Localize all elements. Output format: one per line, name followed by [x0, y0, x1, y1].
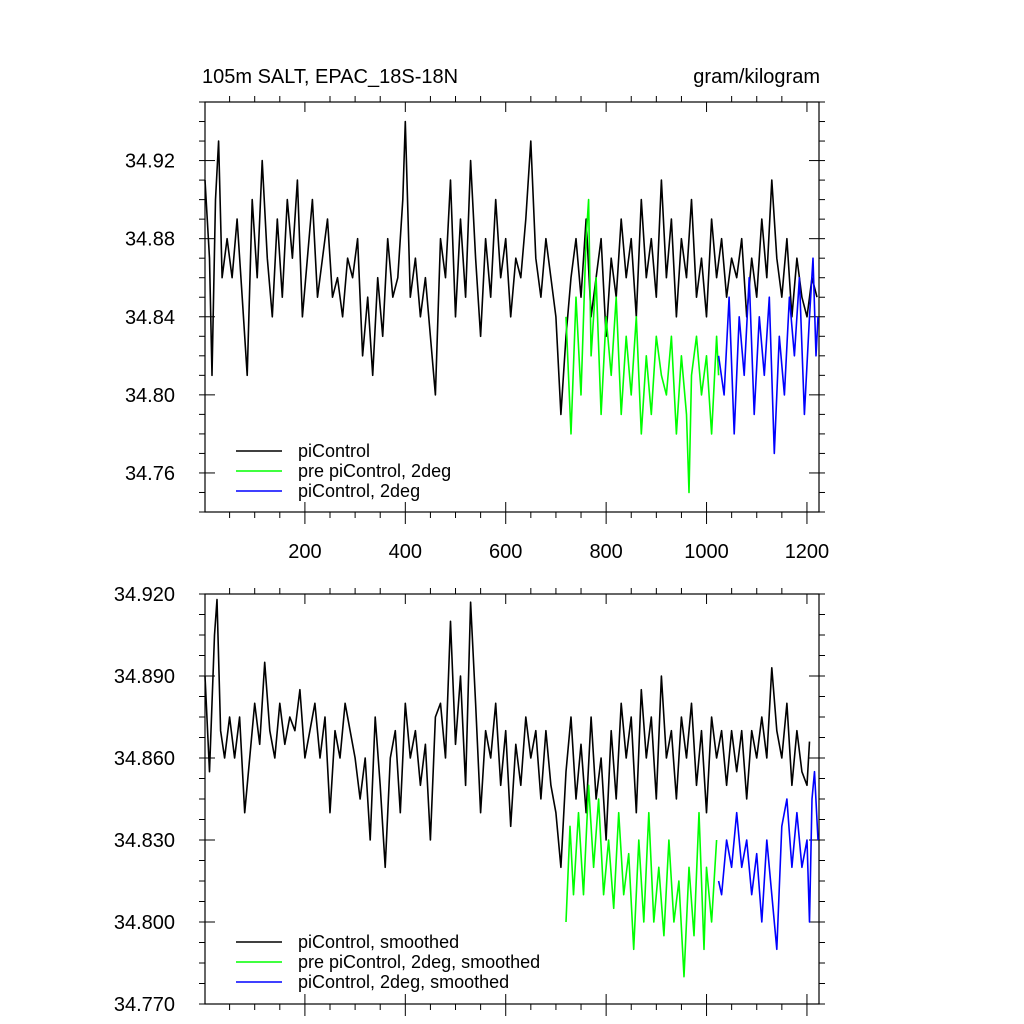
units-label: gram/kilogram [693, 66, 820, 88]
legend-label: pre piControl, 2deg [298, 461, 451, 481]
legend-label: piControl, 2deg, smoothed [298, 972, 509, 992]
series-line-1 [565, 198, 720, 494]
y-tick-label: 34.830 [114, 830, 175, 852]
y-tick-label: 34.84 [125, 307, 175, 329]
x-tick-label: 1200 [785, 541, 830, 563]
x-tick-label: 400 [389, 541, 422, 563]
series-line-2 [717, 257, 819, 455]
y-tick-label: 34.770 [114, 994, 175, 1016]
y-tick-label: 34.80 [125, 385, 175, 407]
x-tick-label: 1000 [684, 541, 729, 563]
y-tick-label: 34.88 [125, 229, 175, 251]
top-panel-x-tick-labels: 200 400 600 800 1000 1200 [288, 541, 829, 563]
y-tick-label: 34.920 [114, 584, 175, 606]
y-tick-label: 34.92 [125, 151, 175, 173]
top-panel-y-tick-labels: 34.76 34.80 34.84 34.88 34.92 [125, 151, 175, 485]
y-tick-label: 34.890 [114, 666, 175, 688]
x-tick-label: 600 [489, 541, 522, 563]
series-line-0 [204, 120, 818, 416]
y-tick-label: 34.800 [114, 912, 175, 934]
chart-title: 105m SALT, EPAC_18S-18N [202, 66, 458, 88]
legend-label: piControl, 2deg [298, 481, 420, 501]
x-tick-label: 800 [589, 541, 622, 563]
y-tick-label: 34.860 [114, 748, 175, 770]
bottom-panel-y-tick-labels: 34.770 34.800 34.830 34.860 34.890 34.920 [114, 584, 175, 1016]
series-line-2 [717, 770, 819, 951]
x-tick-label: 200 [288, 541, 321, 563]
top-panel: 200 400 600 800 1000 1200 34.76 34.80 34.84 34.8… [125, 96, 829, 563]
bottom-panel: 34.770 34.800 34.830 34.860 34.890 34.920 piC… [114, 584, 825, 1016]
legend-label: piControl [298, 441, 370, 461]
series-line-0 [204, 598, 811, 869]
top-panel-frame [204, 101, 820, 513]
legend-label: pre piControl, 2deg, smoothed [298, 952, 540, 972]
bottom-panel-series [204, 598, 819, 978]
top-panel-series [204, 120, 819, 494]
legend-label: piControl, smoothed [298, 932, 459, 952]
y-tick-label: 34.76 [125, 463, 175, 485]
series-line-1 [565, 784, 718, 978]
